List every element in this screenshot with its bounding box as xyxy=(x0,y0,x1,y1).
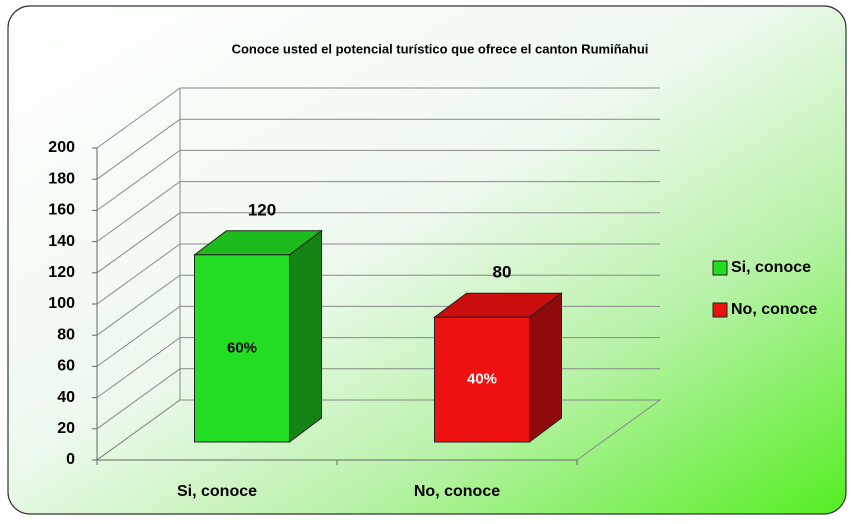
grid-line xyxy=(96,243,660,305)
grid-line xyxy=(96,118,660,180)
y-tick-label: 160 xyxy=(48,202,75,219)
y-tick-label: 80 xyxy=(57,326,75,343)
grid-line xyxy=(96,87,660,149)
y-tick-label: 0 xyxy=(66,451,75,468)
legend-swatch xyxy=(712,302,728,318)
bar xyxy=(194,254,290,443)
y-tick-label: 40 xyxy=(57,389,75,406)
grid-line xyxy=(96,212,660,274)
x-tick-label: Si, conoce xyxy=(177,483,257,500)
chart-frame xyxy=(7,5,847,515)
percentage-label: 60% xyxy=(227,339,257,356)
bar-side xyxy=(529,292,562,443)
y-tick-label: 20 xyxy=(57,420,75,437)
grid-line xyxy=(96,274,660,336)
y-tick-label: 200 xyxy=(48,139,75,156)
y-tick-label: 180 xyxy=(48,170,75,187)
value-label: 80 xyxy=(493,263,512,282)
y-tick-label: 60 xyxy=(57,358,75,375)
percentage-label: 40% xyxy=(467,371,497,388)
y-tick-label: 140 xyxy=(48,233,75,250)
y-tick-label: 120 xyxy=(48,264,75,281)
grid-line xyxy=(96,181,660,243)
bar xyxy=(434,316,530,443)
legend-swatch xyxy=(712,260,728,276)
chart-title: Conoce usted el potencial turístico que … xyxy=(232,41,649,56)
bar-side xyxy=(289,229,322,443)
legend-label: Si, conoce xyxy=(731,259,811,276)
x-tick-label: No, conoce xyxy=(414,483,500,500)
legend-label: No, conoce xyxy=(731,301,817,318)
y-tick-label: 100 xyxy=(48,295,75,312)
grid-line xyxy=(96,149,660,211)
value-label: 120 xyxy=(248,200,276,219)
